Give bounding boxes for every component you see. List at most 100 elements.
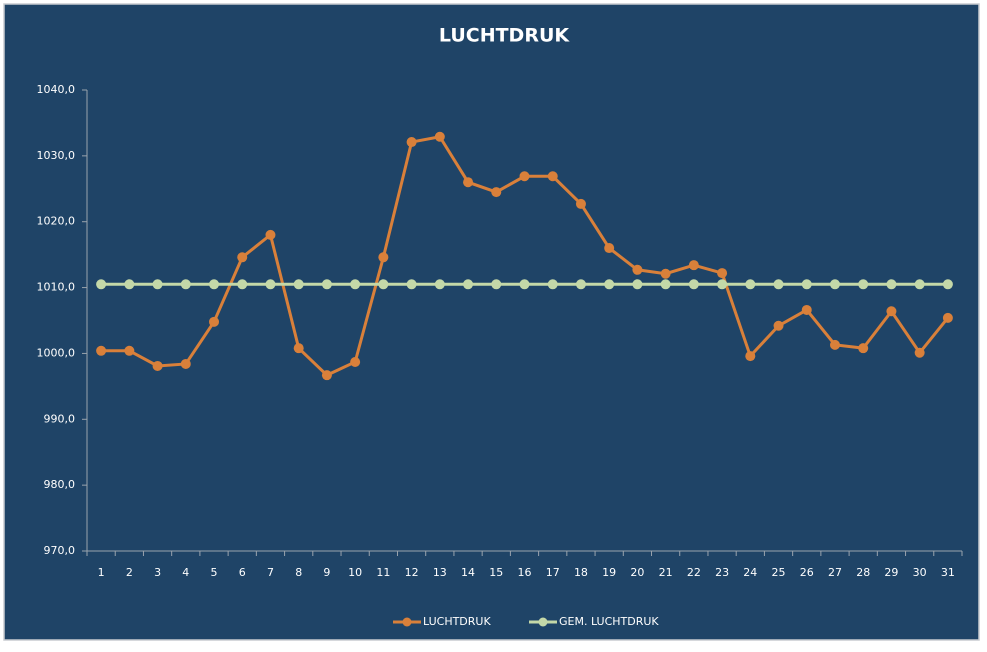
y-tick-label: 1000,0 (37, 346, 76, 359)
data-point (942, 312, 953, 323)
data-point (547, 171, 558, 182)
x-tick-label: 14 (461, 566, 475, 579)
y-tick-label: 990,0 (44, 412, 76, 425)
data-point (321, 279, 332, 290)
data-point (717, 279, 728, 290)
x-tick-label: 9 (323, 566, 330, 579)
data-point (745, 279, 756, 290)
x-tick-label: 23 (715, 566, 729, 579)
data-point (406, 279, 417, 290)
data-point (350, 356, 361, 367)
data-point (406, 137, 417, 148)
data-point (209, 279, 220, 290)
data-point (773, 320, 784, 331)
x-tick-label: 1 (98, 566, 105, 579)
x-tick-label: 11 (376, 566, 390, 579)
data-point (293, 279, 304, 290)
data-point (604, 243, 615, 254)
x-tick-label: 15 (489, 566, 503, 579)
data-point (463, 177, 474, 188)
data-point (152, 279, 163, 290)
x-tick-label: 4 (182, 566, 189, 579)
data-point (914, 279, 925, 290)
y-tick-label: 970,0 (44, 544, 76, 557)
x-tick-label: 26 (800, 566, 814, 579)
y-tick-label: 1010,0 (37, 281, 76, 294)
legend-marker (538, 617, 548, 627)
y-tick-label: 980,0 (44, 478, 76, 491)
data-point (434, 131, 445, 142)
data-point (96, 345, 107, 356)
x-tick-label: 28 (856, 566, 870, 579)
data-point (829, 279, 840, 290)
y-tick-label: 1030,0 (37, 149, 76, 162)
x-tick-label: 17 (546, 566, 560, 579)
data-point (688, 260, 699, 271)
data-point (604, 279, 615, 290)
y-tick-label: 1040,0 (37, 83, 76, 96)
x-tick-label: 29 (884, 566, 898, 579)
data-point (491, 279, 502, 290)
data-point (96, 279, 107, 290)
x-tick-label: 12 (405, 566, 419, 579)
data-point (265, 229, 276, 240)
data-point (237, 279, 248, 290)
x-tick-label: 10 (348, 566, 362, 579)
x-tick-label: 5 (211, 566, 218, 579)
data-point (124, 345, 135, 356)
data-point (632, 264, 643, 275)
data-point (858, 279, 869, 290)
x-tick-label: 7 (267, 566, 274, 579)
data-point (575, 279, 586, 290)
data-point (717, 268, 728, 279)
data-point (350, 279, 361, 290)
x-tick-label: 20 (630, 566, 644, 579)
data-point (829, 339, 840, 350)
data-point (378, 252, 389, 263)
data-point (209, 316, 220, 327)
legend-label: GEM. LUCHTDRUK (559, 615, 659, 628)
data-point (547, 279, 558, 290)
data-point (886, 279, 897, 290)
chart-title: LUCHTDRUK (439, 25, 570, 47)
x-tick-label: 30 (913, 566, 927, 579)
data-point (265, 279, 276, 290)
data-point (378, 279, 389, 290)
data-point (632, 279, 643, 290)
data-point (745, 351, 756, 362)
x-tick-label: 8 (295, 566, 302, 579)
x-tick-label: 31 (941, 566, 955, 579)
data-point (152, 360, 163, 371)
data-point (773, 279, 784, 290)
x-tick-label: 27 (828, 566, 842, 579)
data-point (434, 279, 445, 290)
data-point (660, 268, 671, 279)
x-tick-label: 6 (239, 566, 246, 579)
data-point (293, 343, 304, 354)
data-point (858, 343, 869, 354)
data-point (886, 306, 897, 317)
data-point (180, 358, 191, 369)
data-point (801, 304, 812, 315)
y-tick-label: 1020,0 (37, 215, 76, 228)
data-point (180, 279, 191, 290)
data-point (519, 279, 530, 290)
x-tick-label: 22 (687, 566, 701, 579)
data-point (688, 279, 699, 290)
data-point (660, 279, 671, 290)
x-tick-label: 2 (126, 566, 133, 579)
data-point (801, 279, 812, 290)
x-tick-label: 16 (518, 566, 532, 579)
x-tick-label: 19 (602, 566, 616, 579)
x-tick-label: 3 (154, 566, 161, 579)
chart-background (3, 3, 980, 641)
data-point (491, 187, 502, 198)
data-point (519, 171, 530, 182)
x-tick-label: 24 (743, 566, 757, 579)
data-point (942, 279, 953, 290)
x-tick-label: 13 (433, 566, 447, 579)
x-tick-label: 25 (772, 566, 786, 579)
data-point (575, 198, 586, 209)
